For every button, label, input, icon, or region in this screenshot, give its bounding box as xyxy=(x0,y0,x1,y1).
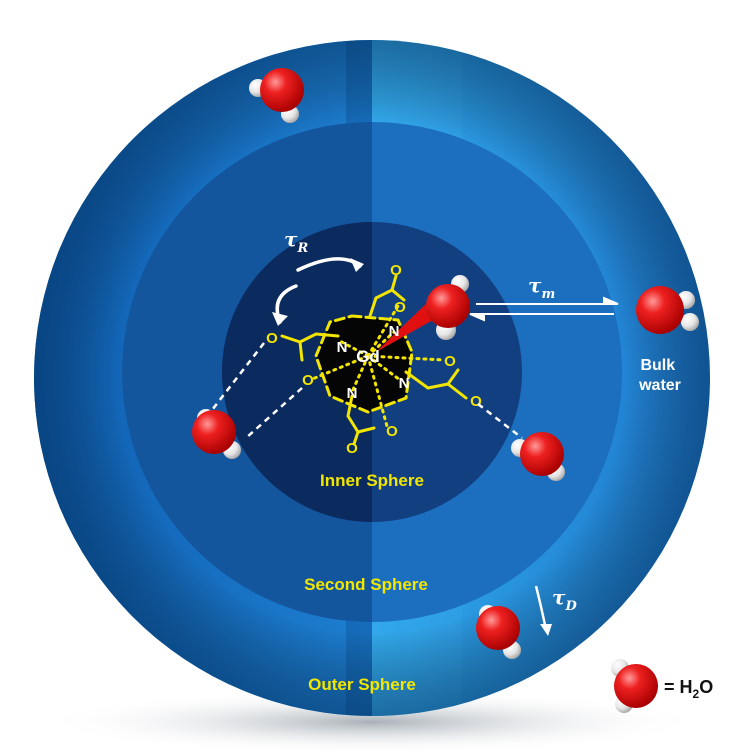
hydrogen-bonds xyxy=(211,342,523,439)
oxygen-label: O xyxy=(444,353,456,370)
nitrogen-label-3: N xyxy=(399,375,410,392)
gd-label: Gd xyxy=(356,347,380,366)
outer-sphere-label: Outer Sphere xyxy=(308,675,416,694)
nitrogen-label-4: N xyxy=(347,385,358,402)
nitrogen-label-1: N xyxy=(337,339,348,356)
gd-complex xyxy=(280,274,468,446)
water-molecule-inner xyxy=(426,275,470,340)
exchange-arrows xyxy=(469,296,619,322)
water-molecule-bulk xyxy=(636,286,699,334)
water-molecule-second-right xyxy=(511,432,565,481)
legend-label: = H2O xyxy=(664,677,713,701)
tau-m-label: τm xyxy=(528,273,555,302)
rotation-arrows xyxy=(272,257,364,326)
oxygen-label: O xyxy=(390,262,402,279)
second-sphere-label: Second Sphere xyxy=(304,575,428,594)
legend: = H2O xyxy=(611,659,713,713)
tau-r-label: τR xyxy=(284,227,308,256)
tau-d-label: τD xyxy=(552,585,577,614)
inner-sphere-label: Inner Sphere xyxy=(320,471,424,490)
bulk-water-label: Bulk water xyxy=(638,357,681,394)
ground-shadow xyxy=(42,690,702,754)
water-molecule-top xyxy=(249,68,304,123)
oxygen-label: O xyxy=(470,393,482,410)
oxygen-label: O xyxy=(394,299,406,316)
oxygen-labels: O O O O O O O O xyxy=(266,262,482,457)
water-molecule-outer xyxy=(476,605,521,659)
oxygen-label: O xyxy=(266,330,278,347)
oxygen-label: O xyxy=(386,423,398,440)
legend-water-icon xyxy=(611,659,658,713)
oxygen-label: O xyxy=(302,372,314,389)
oxygen-label: O xyxy=(346,440,358,457)
water-molecule-second-left xyxy=(192,409,241,459)
diffusion-arrow xyxy=(534,585,552,636)
nitrogen-label-2: N xyxy=(389,323,400,340)
